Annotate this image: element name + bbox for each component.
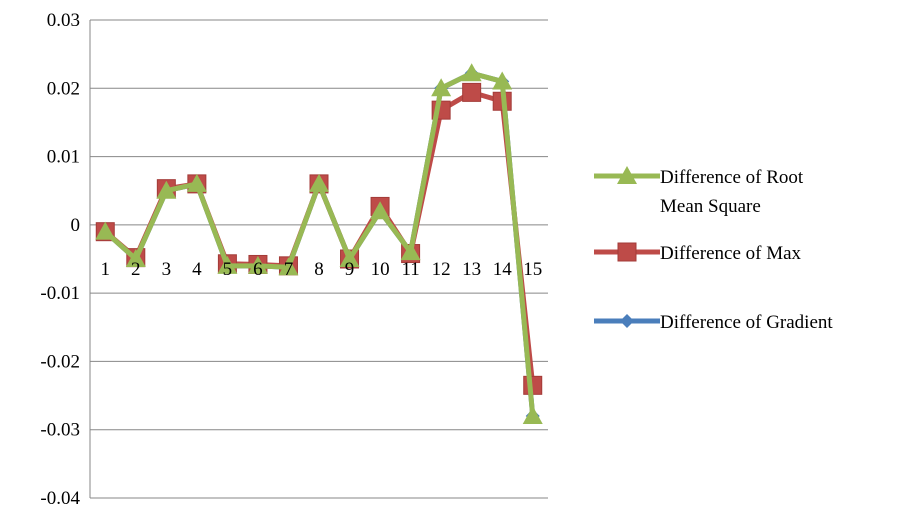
data-point-triangle xyxy=(217,255,238,274)
data-point-diamond xyxy=(620,314,634,328)
x-tick-label: 13 xyxy=(462,259,481,280)
x-tick-labels: 1 2 3 4 5 6 7 8 9 10 11 12 13 14 15 xyxy=(101,259,543,280)
legend-label: Mean Square xyxy=(660,196,761,217)
data-point-triangle xyxy=(156,180,177,199)
y-tick-label: 0 xyxy=(71,215,81,236)
legend-item-diamond: Difference of Gradient xyxy=(594,312,833,333)
y-axis: 0.03 0.02 0.01 0 -0.01 -0.02 -0.03 -0.04 xyxy=(40,10,91,509)
x-tick-label: 3 xyxy=(162,259,172,280)
x-tick-label: 6 xyxy=(253,259,263,280)
data-point-triangle xyxy=(461,63,482,82)
x-tick-label: 15 xyxy=(523,259,542,280)
x-tick-label: 14 xyxy=(493,259,513,280)
y-tick-label: 0.03 xyxy=(47,10,80,31)
x-tick-label: 8 xyxy=(314,259,324,280)
x-tick-label: 11 xyxy=(401,259,419,280)
data-point-triangle xyxy=(95,221,116,240)
x-tick-label: 12 xyxy=(432,259,451,280)
data-point-square xyxy=(462,82,482,102)
data-point-square xyxy=(617,242,637,262)
data-point-triangle xyxy=(186,173,207,192)
x-tick-label: 2 xyxy=(131,259,141,280)
y-tick-label: 0.02 xyxy=(47,78,80,99)
y-tick-label: -0.04 xyxy=(40,488,80,509)
y-tick-label: -0.03 xyxy=(40,420,80,441)
series-0 xyxy=(98,66,540,424)
data-point-triangle xyxy=(247,255,268,274)
x-tick-label: 1 xyxy=(101,259,111,280)
x-tick-label: 9 xyxy=(345,259,355,280)
series-2 xyxy=(95,63,543,425)
x-tick-label: 7 xyxy=(284,259,294,280)
x-tick-label: 5 xyxy=(223,259,233,280)
series-line xyxy=(103,70,536,417)
y-tick-label: -0.01 xyxy=(40,283,80,304)
data-point-triangle xyxy=(309,173,329,192)
series-group xyxy=(95,63,543,425)
x-tick-label: 4 xyxy=(192,259,202,280)
data-point-triangle xyxy=(278,257,299,276)
data-point-triangle xyxy=(125,249,146,267)
data-point-triangle xyxy=(492,71,513,90)
y-tick-label: 0.01 xyxy=(47,147,80,168)
series-1 xyxy=(95,82,543,395)
data-point-triangle xyxy=(522,406,543,425)
data-point-triangle xyxy=(370,201,391,220)
legend-label: Difference of Max xyxy=(660,243,802,264)
legend-item-triangle: Difference of Root Mean Square xyxy=(594,166,804,217)
legend-label: Difference of Gradient xyxy=(660,312,833,333)
gridlines xyxy=(90,19,548,499)
x-tick-label: 10 xyxy=(371,259,390,280)
data-point-triangle xyxy=(617,166,637,184)
series-line xyxy=(103,70,536,417)
y-tick-label: -0.02 xyxy=(40,351,80,372)
legend-label: Difference of Root xyxy=(660,167,804,188)
data-point-triangle xyxy=(339,249,360,267)
legend-item-square: Difference of Max xyxy=(594,242,802,264)
series-line xyxy=(103,89,536,386)
data-point-triangle xyxy=(400,242,421,261)
data-point-triangle xyxy=(431,78,452,97)
